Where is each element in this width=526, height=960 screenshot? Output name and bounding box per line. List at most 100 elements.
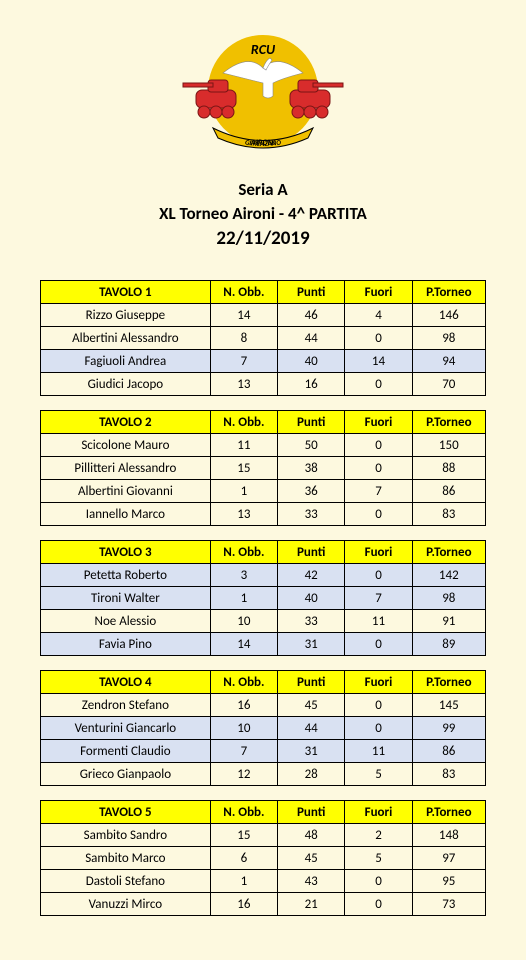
logo-container: AIRONI RCU [40,18,486,168]
cell-punti: 28 [278,763,345,786]
table-row: Albertini Alessandro844098 [41,327,486,350]
tavolo-title: TAVOLO 1 [41,281,211,304]
cell-nobb: 13 [210,373,277,396]
cell-nobb: 6 [210,847,277,870]
cell-punti: 43 [278,870,345,893]
player-name: Petetta Roberto [41,564,211,587]
table-row: Giudici Jacopo1316070 [41,373,486,396]
cell-fuori: 0 [345,870,412,893]
player-name: Albertini Alessandro [41,327,211,350]
cell-punti: 44 [278,717,345,740]
table-header-row: TAVOLO 1N. Obb.PuntiFuoriP.Torneo [41,281,486,304]
cell-fuori: 0 [345,564,412,587]
table-row: Petetta Roberto3420142 [41,564,486,587]
cell-fuori: 5 [345,763,412,786]
cell-fuori: 0 [345,717,412,740]
player-name: Venturini Giancarlo [41,717,211,740]
col-ptorneo-header: P.Torneo [412,801,485,824]
player-name: Grieco Gianpaolo [41,763,211,786]
player-name: Fagiuoli Andrea [41,350,211,373]
player-name: Scicolone Mauro [41,434,211,457]
cell-fuori: 2 [345,824,412,847]
cell-nobb: 11 [210,434,277,457]
cell-punti: 42 [278,564,345,587]
tavolo-title: TAVOLO 5 [41,801,211,824]
cell-punti: 50 [278,434,345,457]
cell-fuori: 7 [345,587,412,610]
cell-nobb: 3 [210,564,277,587]
cell-nobb: 1 [210,480,277,503]
table-row: Rizzo Giuseppe14464146 [41,304,486,327]
cell-nobb: 10 [210,610,277,633]
table-row: Grieco Gianpaolo1228583 [41,763,486,786]
tavolo-table: TAVOLO 4N. Obb.PuntiFuoriP.TorneoZendron… [40,670,486,786]
cell-punti: 44 [278,327,345,350]
table-row: Scicolone Mauro11500150 [41,434,486,457]
cell-punti: 33 [278,503,345,526]
tavolo-title: TAVOLO 3 [41,541,211,564]
cell-fuori: 14 [345,350,412,373]
player-name: Sambito Marco [41,847,211,870]
cell-fuori: 0 [345,633,412,656]
col-nobb-header: N. Obb. [210,541,277,564]
table-row: Tironi Walter140798 [41,587,486,610]
cell-fuori: 0 [345,694,412,717]
col-ptorneo-header: P.Torneo [412,671,485,694]
cell-ptorneo: 150 [412,434,485,457]
title-block: Seria A XL Torneo Aironi - 4^ PARTITA 22… [40,178,486,252]
cell-nobb: 14 [210,633,277,656]
cell-nobb: 1 [210,870,277,893]
tavolo-title: TAVOLO 4 [41,671,211,694]
player-name: Rizzo Giuseppe [41,304,211,327]
table-row: Zendron Stefano16450145 [41,694,486,717]
cell-nobb: 14 [210,304,277,327]
col-nobb-header: N. Obb. [210,671,277,694]
player-name: Zendron Stefano [41,694,211,717]
col-nobb-header: N. Obb. [210,801,277,824]
table-row: Fagiuoli Andrea7401494 [41,350,486,373]
title-tournament: XL Torneo Aironi - 4^ PARTITA [40,202,486,226]
cell-punti: 48 [278,824,345,847]
col-fuori-header: Fuori [345,281,412,304]
table-header-row: TAVOLO 5N. Obb.PuntiFuoriP.Torneo [41,801,486,824]
player-name: Noe Alessio [41,610,211,633]
table-header-row: TAVOLO 4N. Obb.PuntiFuoriP.Torneo [41,671,486,694]
table-row: Iannello Marco1333083 [41,503,486,526]
table-row: Favia Pino1431089 [41,633,486,656]
cell-nobb: 10 [210,717,277,740]
cell-fuori: 0 [345,893,412,916]
cell-ptorneo: 86 [412,480,485,503]
cell-ptorneo: 98 [412,327,485,350]
cell-ptorneo: 146 [412,304,485,327]
cell-ptorneo: 89 [412,633,485,656]
cell-ptorneo: 142 [412,564,485,587]
cell-nobb: 15 [210,824,277,847]
tavolo-table: TAVOLO 3N. Obb.PuntiFuoriP.TorneoPetetta… [40,540,486,656]
cell-nobb: 12 [210,763,277,786]
cell-nobb: 15 [210,457,277,480]
tavolo-title: TAVOLO 2 [41,411,211,434]
cell-punti: 40 [278,350,345,373]
col-fuori-header: Fuori [345,411,412,434]
table-row: Venturini Giancarlo1044099 [41,717,486,740]
player-name: Sambito Sandro [41,824,211,847]
cell-fuori: 4 [345,304,412,327]
cell-nobb: 16 [210,694,277,717]
player-name: Dastoli Stefano [41,870,211,893]
cell-ptorneo: 83 [412,763,485,786]
col-fuori-header: Fuori [345,541,412,564]
title-series: Seria A [40,178,486,202]
col-fuori-header: Fuori [345,671,412,694]
cell-punti: 36 [278,480,345,503]
cell-fuori: 11 [345,740,412,763]
cell-fuori: 11 [345,610,412,633]
cell-fuori: 0 [345,373,412,396]
col-nobb-header: N. Obb. [210,411,277,434]
cell-punti: 38 [278,457,345,480]
cell-fuori: 0 [345,457,412,480]
cell-nobb: 16 [210,893,277,916]
cell-ptorneo: 94 [412,350,485,373]
player-name: Formenti Claudio [41,740,211,763]
rcu-logo-icon: AIRONI RCU [178,18,348,163]
col-ptorneo-header: P.Torneo [412,411,485,434]
